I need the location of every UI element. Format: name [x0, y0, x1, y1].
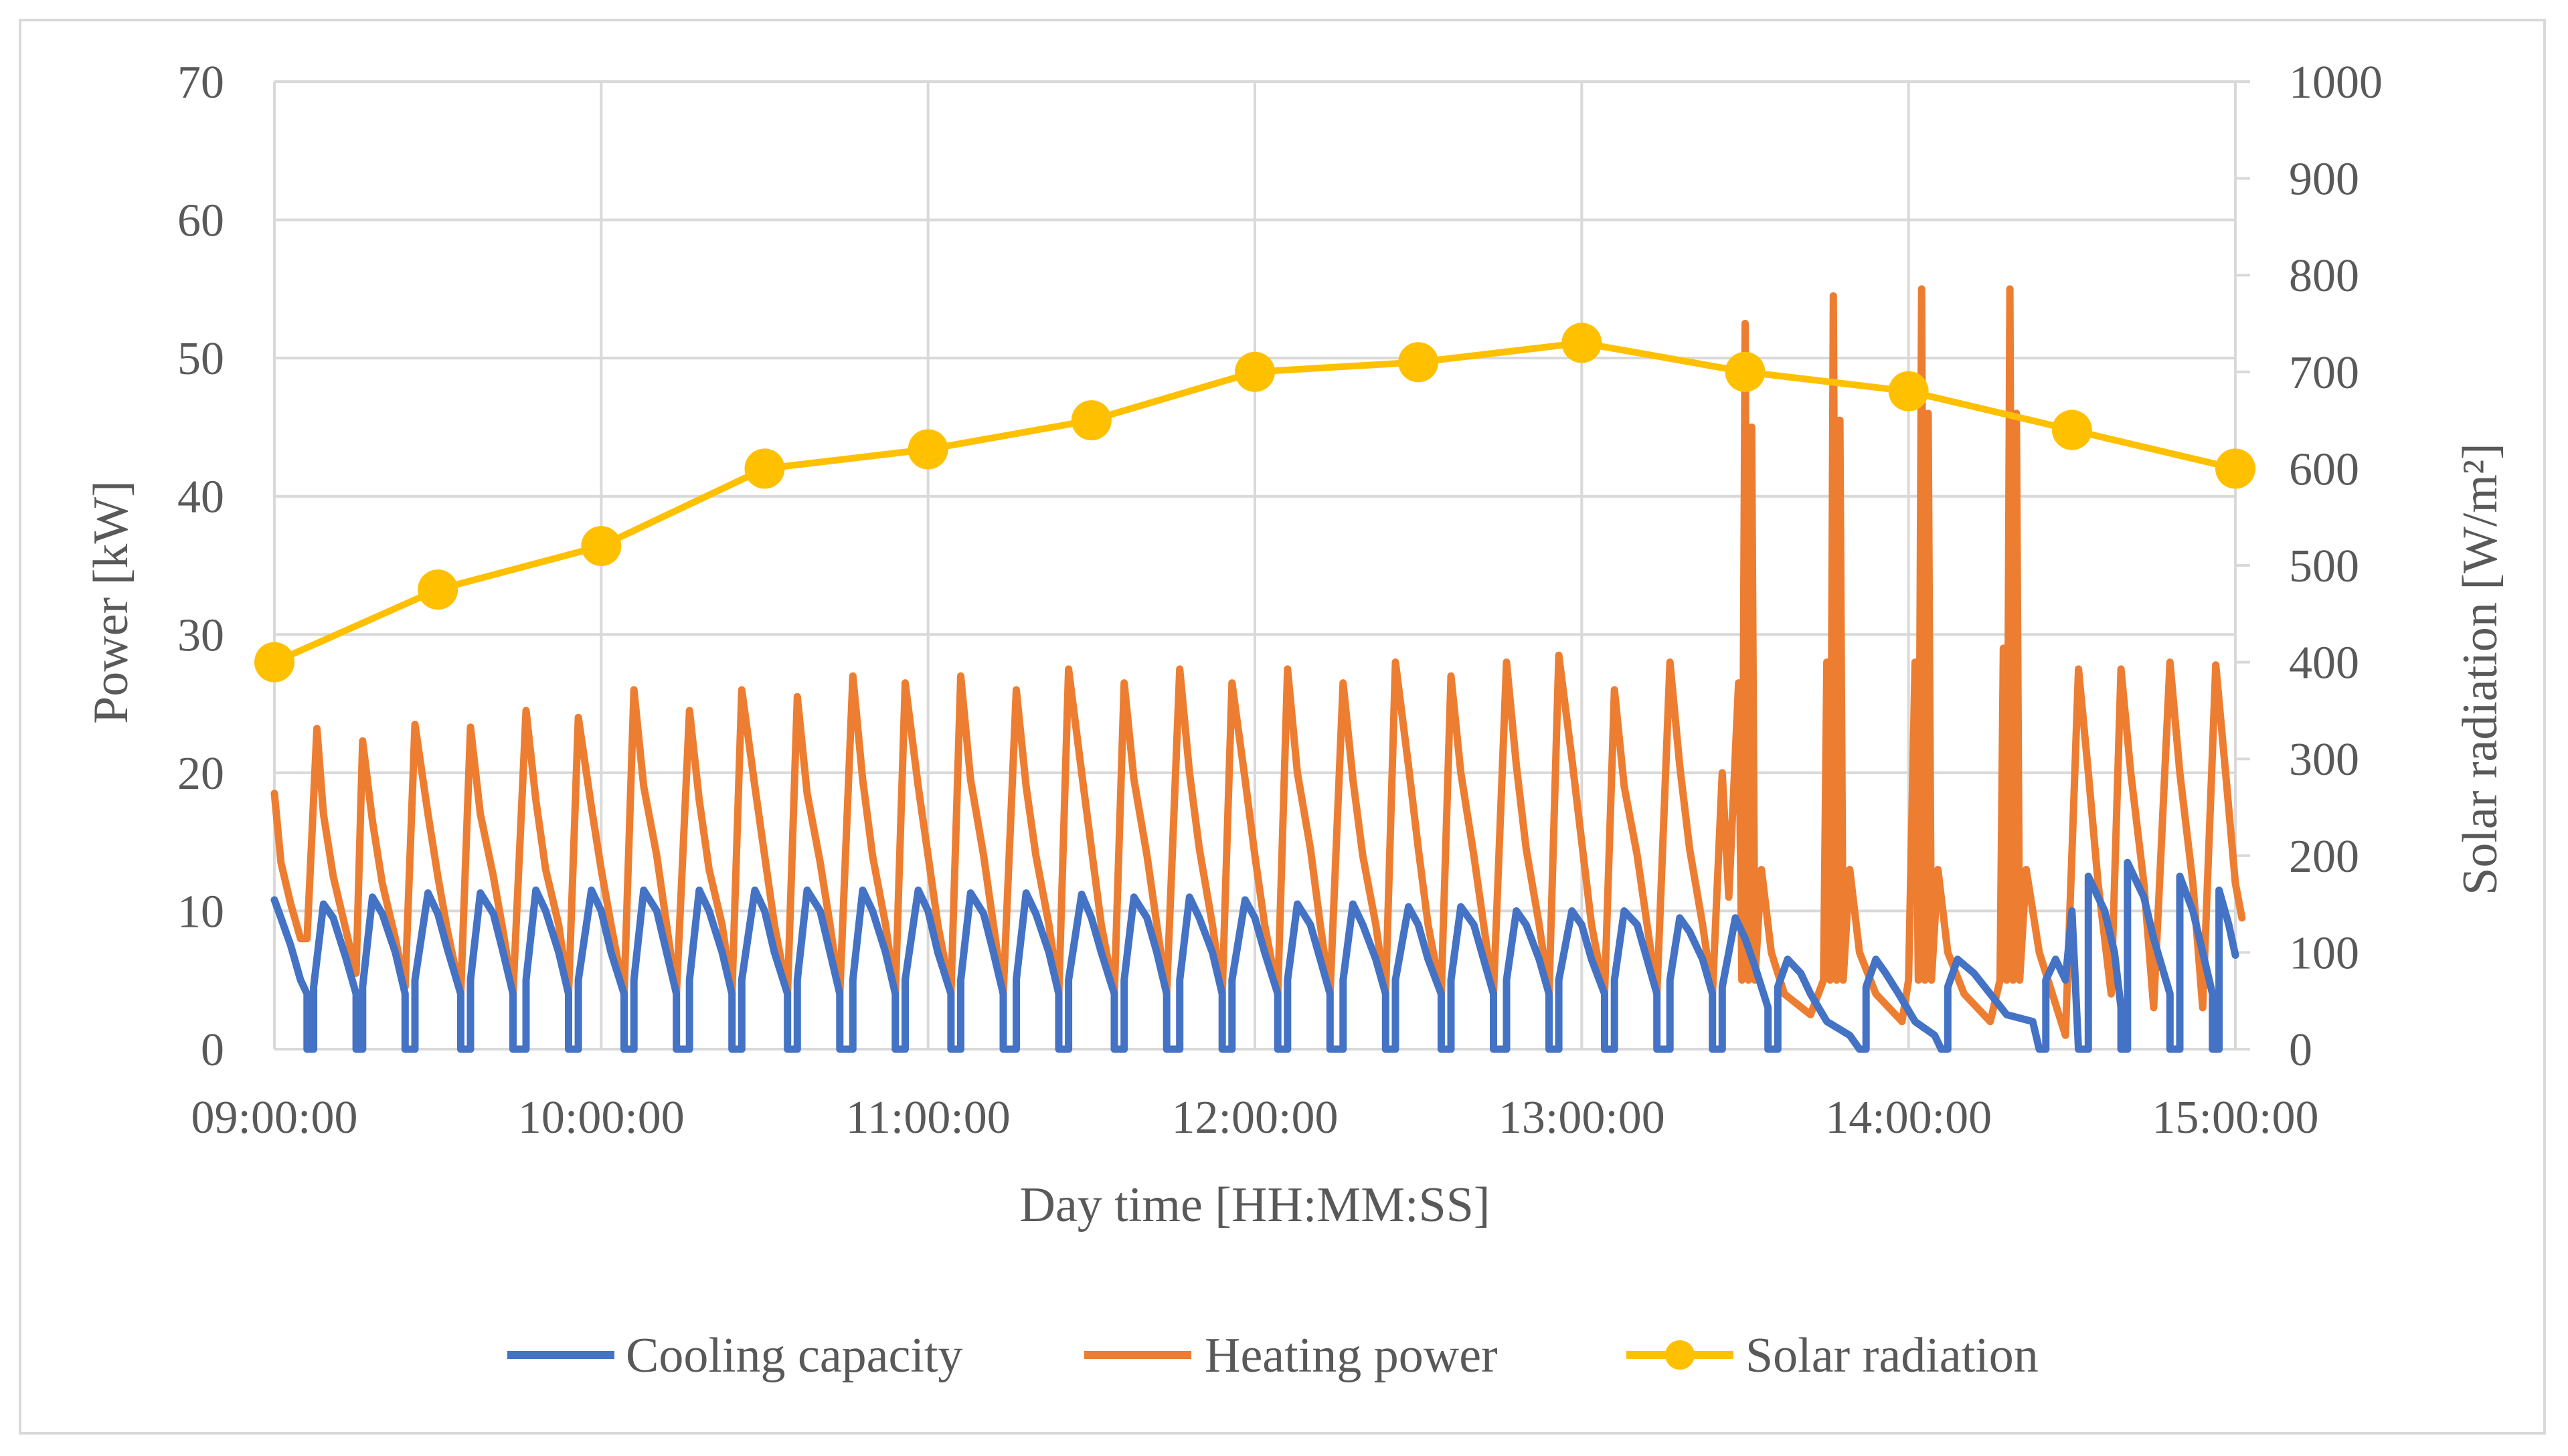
solar-point — [2215, 448, 2255, 489]
left-axis-ticks: 0 10 20 30 40 50 60 70 — [177, 57, 224, 1076]
y-left-tick-label: 0 — [201, 1024, 224, 1076]
y-right-tick-label: 100 — [2289, 927, 2359, 979]
x-tick-label: 13:00:00 — [1499, 1092, 1665, 1144]
x-axis-ticks: 09:00:00 10:00:00 11:00:00 12:00:00 13:00:00… — [191, 1092, 2319, 1144]
y-right-tick-label: 200 — [2289, 831, 2359, 883]
legend-item-cooling[interactable]: Cooling capacity — [507, 1328, 962, 1383]
series-line-heating-power — [270, 285, 2246, 1039]
x-tick-label: 12:00:00 — [1172, 1092, 1339, 1144]
legend: Cooling capacity Heating power Solar rad… — [507, 1328, 2039, 1383]
y-right-tick-label: 900 — [2289, 154, 2359, 205]
y-right-tick-label: 800 — [2289, 250, 2359, 302]
solar-point — [1235, 351, 1275, 392]
solar-point — [1561, 323, 1602, 363]
y-axis-left-title: Power [kW] — [84, 480, 139, 724]
y-right-tick-label: 500 — [2289, 541, 2359, 592]
y-right-tick-label: 300 — [2289, 734, 2359, 786]
y-left-tick-label: 60 — [177, 195, 224, 247]
y-right-tick-label: 700 — [2289, 347, 2359, 399]
x-tick-label: 15:00:00 — [2152, 1092, 2319, 1144]
right-axis-ticks: 0 100 200 300 400 500 600 700 800 900 1000 — [2235, 57, 2383, 1076]
x-tick-label: 14:00:00 — [1825, 1092, 1992, 1144]
y-right-tick-label: 0 — [2289, 1024, 2312, 1076]
legend-item-solar[interactable]: Solar radiation — [1626, 1328, 2039, 1383]
series-line-cooling-capacity — [270, 858, 2239, 1053]
legend-label-solar: Solar radiation — [1745, 1328, 2039, 1383]
x-tick-label: 11:00:00 — [846, 1092, 1011, 1144]
solar-point — [908, 429, 948, 470]
solar-point — [254, 642, 294, 682]
y-left-tick-label: 30 — [177, 610, 224, 661]
solar-point — [1725, 351, 1766, 392]
legend-item-heating[interactable]: Heating power — [1084, 1328, 1498, 1383]
legend-label-cooling: Cooling capacity — [626, 1328, 962, 1383]
y-right-tick-label: 400 — [2289, 638, 2359, 689]
y-right-tick-label: 1000 — [2289, 57, 2383, 108]
solar-point — [418, 569, 458, 610]
y-left-tick-label: 20 — [177, 748, 224, 800]
y-left-tick-label: 50 — [177, 333, 224, 385]
legend-label-heating: Heating power — [1205, 1328, 1498, 1383]
y-left-tick-label: 40 — [177, 472, 224, 523]
x-tick-label: 10:00:00 — [518, 1092, 685, 1144]
y-left-tick-label: 10 — [177, 886, 224, 937]
solar-point — [2051, 410, 2092, 450]
series-lines — [254, 285, 2255, 1053]
solar-point — [744, 448, 785, 489]
solar-point — [1071, 400, 1112, 441]
legend-marker-solar — [1665, 1340, 1695, 1370]
x-tick-label: 09:00:00 — [191, 1092, 358, 1144]
y-axis-right-title: Solar radiation [W/m²] — [2453, 443, 2508, 895]
y-left-tick-label: 70 — [177, 57, 224, 108]
solar-point — [1888, 371, 1929, 412]
x-axis-title: Day time [HH:MM:SS] — [1020, 1178, 1490, 1233]
solar-point — [1398, 342, 1439, 383]
y-right-tick-label: 600 — [2289, 444, 2359, 495]
solar-point — [581, 526, 622, 567]
